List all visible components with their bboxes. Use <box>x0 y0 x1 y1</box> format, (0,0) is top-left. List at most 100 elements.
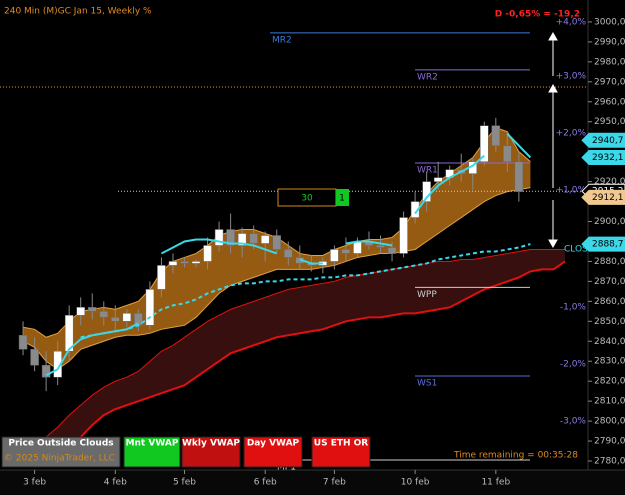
candle-body <box>226 229 235 246</box>
indicator-button[interactable] <box>1 436 121 468</box>
y-tick-label: 2880,0 <box>594 257 625 267</box>
cloud-edge <box>45 260 566 462</box>
x-tick-label: 5 feb <box>173 478 196 488</box>
pivot-label: MR2 <box>272 35 292 45</box>
copyright: © 2025 NinjaTrader, LLC <box>4 454 115 464</box>
price-badge-label: 2888,7 <box>592 240 624 250</box>
y-tick-label: 2960,0 <box>594 97 625 107</box>
range-arrows <box>548 31 558 249</box>
y-tick-label: 2790,0 <box>594 437 625 447</box>
candle-body <box>145 289 155 326</box>
pivot-label: WR2 <box>417 72 438 82</box>
price-badge-label: 2932,1 <box>592 153 624 163</box>
candle-body <box>503 145 512 162</box>
candle-body <box>330 249 339 262</box>
pct-label: +2,0% <box>556 128 587 138</box>
y-tick-label: 2800,0 <box>594 417 625 427</box>
candle-body <box>422 181 431 202</box>
plot: MR2 WR2 WR1 WPP WS1 MP1 CLOS <box>0 32 588 473</box>
candle-body <box>249 233 258 244</box>
candle-body <box>214 229 224 246</box>
counter-right: 1 <box>339 194 345 204</box>
candle-body <box>433 177 443 182</box>
price-badge-label: 2940,7 <box>592 136 624 146</box>
pivot-label: WPP <box>417 290 437 300</box>
candle-body <box>480 125 489 162</box>
y-tick-label: 2830,0 <box>594 357 625 367</box>
cloud-edge <box>22 187 531 370</box>
indicator-button-label[interactable]: Mnt VWAP <box>126 439 179 449</box>
x-tick-label: 6 feb <box>254 478 277 488</box>
indicator-button[interactable] <box>181 436 241 468</box>
counter-box-green <box>336 189 349 206</box>
candle-body <box>41 364 51 378</box>
indicator-button[interactable] <box>123 436 181 468</box>
pct-label: +1,0% <box>556 185 587 195</box>
x-tick-label: 11 feb <box>481 478 510 488</box>
candle-body <box>191 261 201 264</box>
y-tick-label: 2820,0 <box>594 377 625 387</box>
indicator-button-label[interactable]: Price Outside Clouds <box>8 439 113 449</box>
pct-label: +4,0% <box>556 17 587 27</box>
price-badge <box>581 189 625 205</box>
candle-body <box>76 307 85 316</box>
y-tick-label: 2840,0 <box>594 337 625 347</box>
chart-title: 240 Min (M)GC Jan 15, Weekly % <box>4 7 152 17</box>
indicator-button[interactable] <box>243 436 303 468</box>
y-tick-label: 2950,0 <box>594 117 625 127</box>
time-remaining: Time remaining = 00:35:28 <box>453 451 578 461</box>
candle-body <box>99 311 109 318</box>
candle-body <box>111 317 120 322</box>
y-tick-label: 2870,0 <box>594 277 625 287</box>
candle-body <box>122 313 132 322</box>
indicator-button-label[interactable]: Wkly VWAP <box>182 439 240 449</box>
pivot-label: WR1 <box>417 166 438 176</box>
weekly-vwap <box>80 243 531 339</box>
candle-body <box>180 261 189 264</box>
candle-body <box>87 307 97 312</box>
daily-vwap <box>45 133 532 377</box>
price-badge <box>581 149 625 165</box>
price-badge-label: 2912,1 <box>592 193 624 203</box>
candle-body <box>341 249 351 254</box>
x-axis-band <box>0 470 625 495</box>
pivot-label: MP1 <box>277 463 296 473</box>
y-tick-label: 2900,0 <box>594 217 625 227</box>
candle-body <box>284 249 293 258</box>
pivot-label: WS1 <box>417 379 437 389</box>
pct-label: -2,0% <box>560 360 587 370</box>
x-tick-label: 4 feb <box>104 478 127 488</box>
daily-change: D -0,65% = -19,2 <box>495 10 580 20</box>
y-tick-label: 2850,0 <box>594 317 625 327</box>
counter-left: 30 <box>301 194 313 204</box>
candle-body <box>203 245 212 262</box>
y-tick-label: 2990,0 <box>594 37 625 47</box>
candle-body <box>376 245 385 248</box>
candle-body <box>18 335 28 350</box>
candle-body <box>387 247 397 254</box>
candle-body <box>30 349 39 366</box>
indicator-button[interactable] <box>311 436 371 468</box>
pct-label: +3,0% <box>556 72 587 82</box>
x-tick-label: 10 feb <box>401 478 430 488</box>
y-tick-label: 2780,0 <box>594 457 625 467</box>
indicator-button-label[interactable]: US ETH OR <box>314 439 369 449</box>
y-tick-label: 2970,0 <box>594 77 625 87</box>
candle-body <box>157 265 166 290</box>
cloud-band <box>46 249 566 462</box>
candle-body <box>168 261 178 266</box>
y-tick-label: 2810,0 <box>594 397 625 407</box>
price-badge <box>581 132 625 148</box>
x-tick-label: 7 feb <box>323 478 346 488</box>
cloud-edge <box>45 248 565 438</box>
y-tick-label: 2980,0 <box>594 57 625 67</box>
price-badge <box>581 236 625 252</box>
candle-body <box>514 161 524 192</box>
y-tick-label: 2860,0 <box>594 297 625 307</box>
candle-body <box>353 241 362 254</box>
candle-body <box>491 125 501 146</box>
indicator-button-label[interactable]: Day VWAP <box>247 439 300 449</box>
y-tick-label: 2920,0 <box>594 177 625 187</box>
y-tick-label: 3000,0 <box>594 17 625 27</box>
